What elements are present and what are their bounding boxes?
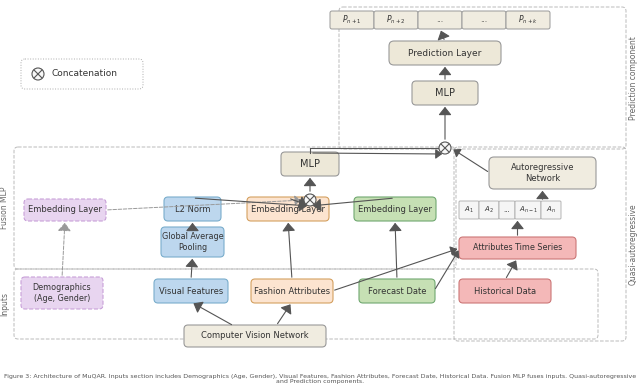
Text: $A_n$: $A_n$ <box>546 205 556 215</box>
FancyBboxPatch shape <box>459 279 551 303</box>
Text: MLP: MLP <box>435 88 455 98</box>
Text: Forecast Date: Forecast Date <box>368 286 426 296</box>
Circle shape <box>32 68 44 80</box>
FancyBboxPatch shape <box>489 157 596 189</box>
Text: Visual Features: Visual Features <box>159 286 223 296</box>
Text: Prediction component: Prediction component <box>628 36 637 120</box>
FancyBboxPatch shape <box>281 152 339 176</box>
Text: Historical Data: Historical Data <box>474 286 536 296</box>
Circle shape <box>304 194 316 206</box>
FancyBboxPatch shape <box>515 201 541 219</box>
Text: Embedding Layer: Embedding Layer <box>251 204 325 214</box>
Text: Concatenation: Concatenation <box>52 70 118 79</box>
Text: Embedding Layer: Embedding Layer <box>28 205 102 214</box>
Text: ...: ... <box>481 15 488 24</box>
Text: Embedding Layer: Embedding Layer <box>358 204 432 214</box>
Text: Global Average
Pooling: Global Average Pooling <box>162 232 223 252</box>
FancyBboxPatch shape <box>499 201 515 219</box>
Text: Fusion MLP: Fusion MLP <box>1 187 10 229</box>
FancyBboxPatch shape <box>251 279 333 303</box>
Text: Demographics
(Age, Gender): Demographics (Age, Gender) <box>33 283 92 303</box>
FancyBboxPatch shape <box>418 11 462 29</box>
Text: Fashion Attributes: Fashion Attributes <box>254 286 330 296</box>
Text: Inputs: Inputs <box>1 292 10 316</box>
Text: MLP: MLP <box>300 159 320 169</box>
FancyBboxPatch shape <box>459 237 576 259</box>
FancyBboxPatch shape <box>374 11 418 29</box>
Text: $A_{n-1}$: $A_{n-1}$ <box>518 205 538 215</box>
Text: $A_2$: $A_2$ <box>484 205 494 215</box>
Text: $A_1$: $A_1$ <box>464 205 474 215</box>
FancyBboxPatch shape <box>354 197 436 221</box>
FancyBboxPatch shape <box>479 201 499 219</box>
FancyBboxPatch shape <box>506 11 550 29</box>
Text: Computer Vision Network: Computer Vision Network <box>201 332 309 341</box>
Text: Quasi-autoregressive: Quasi-autoregressive <box>628 203 637 285</box>
Text: Autoregressive
Network: Autoregressive Network <box>511 163 574 183</box>
Circle shape <box>439 142 451 154</box>
Text: $P_{n+1}$: $P_{n+1}$ <box>342 14 362 26</box>
FancyBboxPatch shape <box>164 197 221 221</box>
Text: $P_{n+k}$: $P_{n+k}$ <box>518 14 538 26</box>
FancyBboxPatch shape <box>24 199 106 221</box>
Text: $P_{n+2}$: $P_{n+2}$ <box>387 14 406 26</box>
Text: Prediction Layer: Prediction Layer <box>408 48 482 58</box>
FancyBboxPatch shape <box>541 201 561 219</box>
FancyBboxPatch shape <box>462 11 506 29</box>
FancyBboxPatch shape <box>161 227 224 257</box>
Text: ...: ... <box>504 207 510 213</box>
FancyBboxPatch shape <box>154 279 228 303</box>
FancyBboxPatch shape <box>247 197 329 221</box>
FancyBboxPatch shape <box>21 277 103 309</box>
FancyBboxPatch shape <box>184 325 326 347</box>
Text: ...: ... <box>436 15 444 24</box>
FancyBboxPatch shape <box>330 11 374 29</box>
Text: Attributes Time Series: Attributes Time Series <box>473 243 562 252</box>
Text: Figure 3: Architecture of MuQAR. Inputs section includes Demographics (Age, Gend: Figure 3: Architecture of MuQAR. Inputs … <box>4 373 636 384</box>
FancyBboxPatch shape <box>459 201 479 219</box>
FancyBboxPatch shape <box>389 41 501 65</box>
FancyBboxPatch shape <box>359 279 435 303</box>
Text: L2 Norm: L2 Norm <box>175 204 211 214</box>
FancyBboxPatch shape <box>412 81 478 105</box>
